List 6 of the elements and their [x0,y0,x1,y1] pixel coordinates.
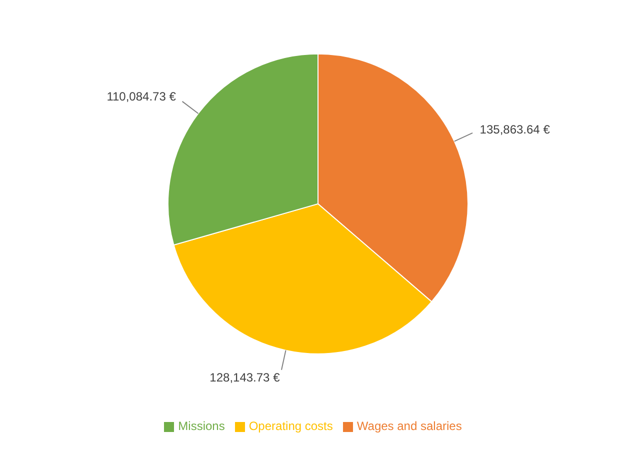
data-label: 110,084.73 € [106,90,176,104]
data-label: 128,143.73 € [210,370,280,385]
legend-label: Missions [178,419,225,433]
legend-label: Wages and salaries [356,419,462,433]
data-label: 135,863.64 € [480,122,550,137]
legend-label: Operating costs [248,419,333,433]
